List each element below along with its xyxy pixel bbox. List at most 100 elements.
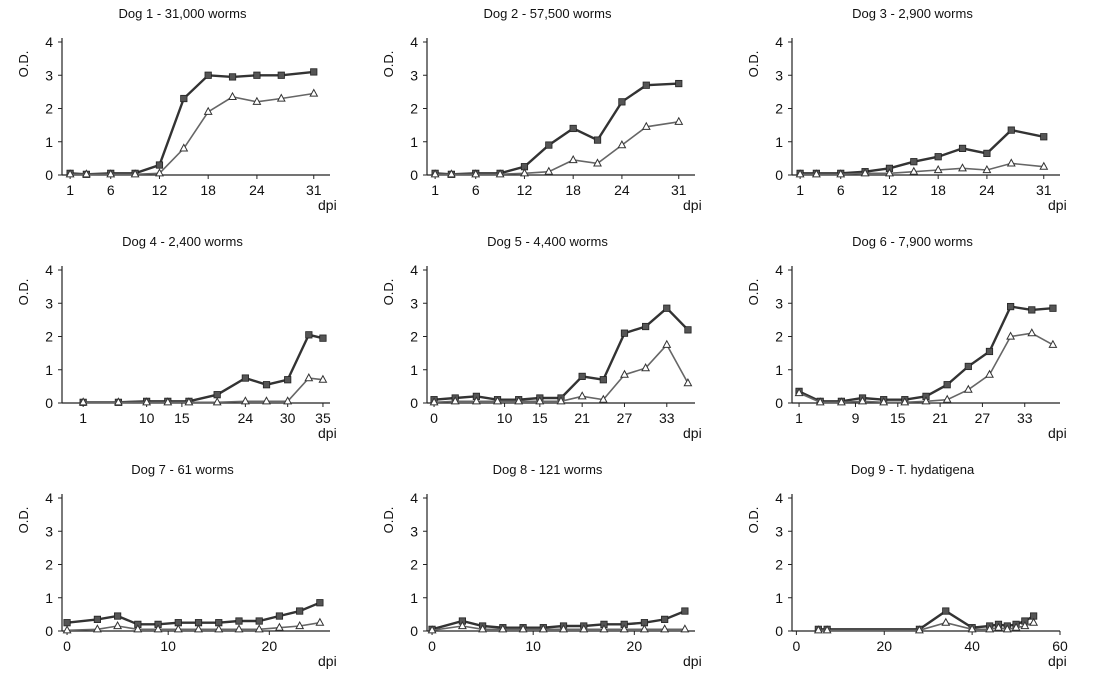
data-point-triangle — [184, 397, 194, 406]
x-tick-label: 24 — [238, 410, 254, 426]
data-point-triangle — [309, 88, 319, 97]
data-point-triangle — [941, 617, 951, 626]
chart-title: Dog 2 - 57,500 worms — [483, 6, 612, 21]
data-point-triangle — [559, 624, 568, 633]
x-axis-label: dpi — [683, 653, 702, 669]
data-point-triangle — [254, 624, 264, 633]
x-tick-label: 10 — [525, 638, 541, 654]
data-point-triangle — [598, 394, 608, 403]
data-point-triangle — [836, 397, 846, 406]
data-point-square — [319, 334, 327, 342]
data-point-square — [1007, 126, 1015, 134]
y-tick-label: 3 — [410, 295, 418, 311]
x-axis-label: dpi — [1048, 653, 1067, 669]
y-tick-label: 1 — [410, 134, 418, 150]
data-point-triangle — [155, 168, 164, 177]
data-point-triangle — [568, 154, 578, 164]
y-tick-label: 1 — [775, 362, 783, 378]
chart-svg: 0 1 2 3 4 0 10 20 — [410, 490, 695, 654]
data-point-triangle — [815, 397, 825, 406]
data-point-triangle — [427, 625, 437, 634]
data-point-triangle — [967, 624, 977, 633]
chart-svg: 0 1 2 3 4 0 10 20 — [45, 490, 330, 654]
x-tick-label: 31 — [1036, 182, 1052, 198]
data-point-triangle — [994, 622, 1003, 631]
data-point-square — [241, 374, 249, 382]
y-tick-label: 3 — [775, 523, 783, 539]
data-point-triangle — [315, 617, 325, 626]
data-point-square — [1007, 302, 1015, 311]
y-tick-label: 4 — [410, 490, 418, 506]
data-point-triangle — [518, 624, 528, 633]
y-tick-label: 3 — [45, 523, 53, 539]
data-point-triangle — [295, 620, 305, 630]
x-tick-label: 20 — [262, 638, 278, 654]
series-line-square — [800, 128, 1045, 175]
data-point-triangle — [599, 624, 609, 633]
data-point-square — [93, 615, 101, 623]
x-tick-label: 1 — [431, 182, 439, 198]
y-tick-label: 2 — [410, 329, 418, 345]
x-axis-label: dpi — [683, 425, 702, 441]
chart-title: Dog 1 - 31,000 worms — [118, 6, 247, 21]
x-tick-label: 10 — [139, 410, 155, 426]
x-tick-label: 6 — [837, 182, 845, 198]
data-point-square — [943, 381, 951, 389]
chart-panel: Dog 4 - 2,400 worms O.D. dpi 0 1 2 3 4 1 10 15 24 30… — [0, 228, 365, 456]
y-tick-label: 3 — [410, 523, 418, 539]
data-point-triangle — [662, 339, 672, 348]
x-axis-label: dpi — [318, 653, 337, 669]
data-point-triangle — [471, 169, 481, 178]
data-point-triangle — [1002, 624, 1012, 633]
data-point-triangle — [520, 168, 529, 177]
x-axis-label: dpi — [1048, 197, 1067, 213]
data-point-triangle — [593, 158, 602, 167]
x-tick-label: 33 — [659, 410, 675, 426]
y-tick-label: 3 — [410, 67, 418, 83]
data-point-triangle — [471, 396, 481, 405]
y-tick-label: 3 — [45, 295, 53, 311]
x-tick-label: 60 — [1052, 638, 1068, 654]
x-tick-label: 20 — [627, 638, 643, 654]
data-point-square — [253, 71, 261, 79]
data-point-square — [958, 144, 967, 152]
series-line-triangle — [798, 332, 1054, 404]
y-tick-label: 4 — [410, 262, 418, 278]
data-point-triangle — [1011, 622, 1021, 631]
data-point-triangle — [214, 624, 224, 633]
data-point-square — [155, 161, 164, 169]
data-point-square — [228, 73, 237, 81]
x-tick-label: 24 — [979, 182, 995, 198]
y-tick-label: 4 — [775, 34, 783, 50]
data-point-square — [1028, 306, 1036, 314]
data-point-triangle — [252, 96, 262, 105]
chart-title: Dog 3 - 2,900 worms — [852, 6, 973, 21]
data-point-triangle — [1006, 158, 1016, 167]
data-point-triangle — [274, 622, 284, 631]
data-point-triangle — [641, 363, 651, 372]
x-tick-label: 6 — [472, 182, 480, 198]
y-tick-label: 1 — [45, 362, 53, 378]
data-point-triangle — [478, 624, 488, 633]
data-point-triangle — [914, 625, 924, 634]
data-point-square — [114, 612, 122, 620]
data-point-triangle — [81, 169, 91, 178]
x-tick-label: 0 — [792, 638, 800, 654]
x-tick-label: 15 — [174, 410, 190, 426]
data-point-triangle — [1039, 161, 1049, 170]
x-tick-label: 24 — [249, 182, 265, 198]
data-point-square — [545, 141, 553, 149]
data-point-square — [277, 71, 285, 79]
data-point-triangle — [577, 391, 587, 400]
x-tick-label: 10 — [160, 638, 176, 654]
series-line-triangle — [70, 92, 314, 176]
y-tick-label: 2 — [775, 101, 783, 117]
x-tick-label: 18 — [200, 182, 216, 198]
y-tick-label: 2 — [410, 101, 418, 117]
data-point-triangle — [795, 169, 805, 178]
data-point-square — [663, 304, 671, 312]
data-point-triangle — [858, 396, 867, 405]
x-tick-label: 0 — [430, 410, 438, 426]
data-point-triangle — [495, 169, 505, 178]
